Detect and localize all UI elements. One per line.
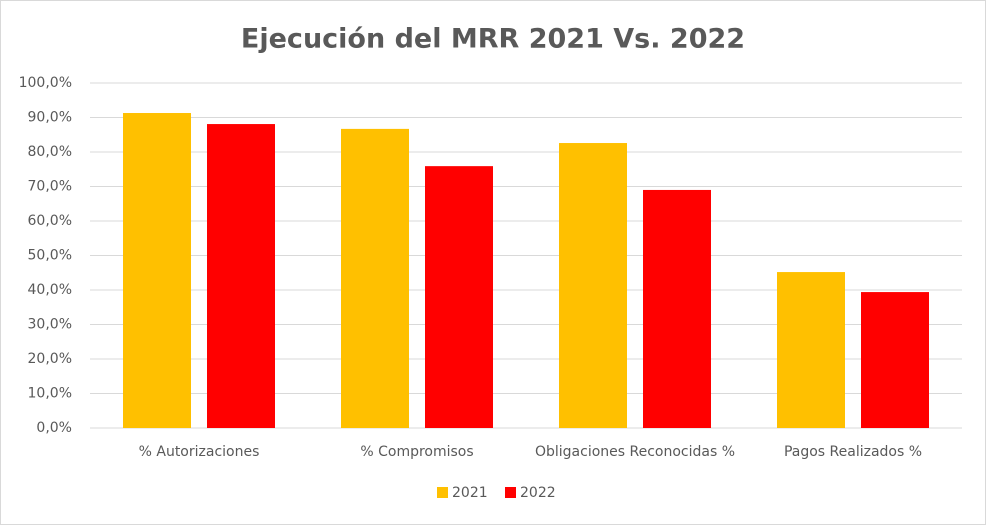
bar <box>341 128 409 428</box>
y-tick-label: 50,0% <box>28 248 72 264</box>
y-tick-label: 100,0% <box>19 75 72 91</box>
y-tick-label: 60,0% <box>28 213 72 229</box>
bar <box>425 166 493 428</box>
y-tick-label: 80,0% <box>28 144 72 160</box>
bar <box>777 272 845 428</box>
x-tick-label: Obligaciones Reconocidas % <box>535 444 735 460</box>
y-tick-label: 0,0% <box>36 420 72 436</box>
bar <box>207 124 275 429</box>
y-tick-label: 20,0% <box>28 351 72 367</box>
legend-swatch <box>437 487 448 498</box>
legend-label: 2021 <box>452 485 488 501</box>
chart-title: Ejecución del MRR 2021 Vs. 2022 <box>241 24 745 55</box>
x-tick-label: Pagos Realizados % <box>784 444 922 460</box>
bar <box>643 189 711 428</box>
x-tick-label: % Autorizaciones <box>139 444 260 460</box>
x-tick-label: % Compromisos <box>360 444 473 460</box>
legend-label: 2022 <box>520 485 556 501</box>
bar <box>861 292 929 428</box>
y-tick-label: 30,0% <box>28 317 72 333</box>
y-tick-label: 10,0% <box>28 386 72 402</box>
legend-swatch <box>505 487 516 498</box>
bar <box>559 143 627 428</box>
y-tick-label: 70,0% <box>28 179 72 195</box>
bar <box>123 113 191 428</box>
y-tick-label: 40,0% <box>28 282 72 298</box>
y-tick-label: 90,0% <box>28 110 72 126</box>
